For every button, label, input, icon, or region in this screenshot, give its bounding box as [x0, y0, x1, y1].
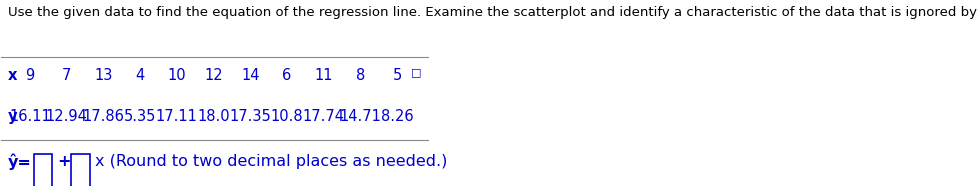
Text: +: + [58, 154, 71, 169]
FancyBboxPatch shape [71, 154, 90, 186]
Text: y: y [8, 109, 18, 124]
Text: 5.35: 5.35 [124, 109, 156, 124]
Text: 16.11: 16.11 [9, 109, 51, 124]
Text: Use the given data to find the equation of the regression line. Examine the scat: Use the given data to find the equation … [8, 6, 977, 19]
Text: 12: 12 [204, 68, 223, 83]
Text: 6: 6 [282, 68, 291, 83]
Text: 14: 14 [241, 68, 260, 83]
Text: x (Round to two decimal places as needed.): x (Round to two decimal places as needed… [95, 154, 447, 169]
Text: 9: 9 [25, 68, 34, 83]
Text: 17.86: 17.86 [82, 109, 124, 124]
Text: 17.11: 17.11 [156, 109, 197, 124]
Text: 5: 5 [393, 68, 402, 83]
Text: 14.71: 14.71 [339, 109, 381, 124]
Text: 17.35: 17.35 [230, 109, 271, 124]
Text: 10.8: 10.8 [271, 109, 303, 124]
Text: 8.26: 8.26 [381, 109, 413, 124]
Text: 8: 8 [356, 68, 365, 83]
Text: x: x [8, 68, 17, 83]
Text: ŷ=: ŷ= [8, 154, 31, 170]
Text: 18.0: 18.0 [197, 109, 230, 124]
Text: 4: 4 [136, 68, 145, 83]
Text: 12.94: 12.94 [46, 109, 88, 124]
Text: 7: 7 [62, 68, 71, 83]
Text: □: □ [410, 68, 421, 78]
Text: 17.74: 17.74 [303, 109, 345, 124]
Text: 13: 13 [94, 68, 112, 83]
FancyBboxPatch shape [34, 154, 53, 186]
Text: 11: 11 [315, 68, 333, 83]
Text: 10: 10 [167, 68, 187, 83]
